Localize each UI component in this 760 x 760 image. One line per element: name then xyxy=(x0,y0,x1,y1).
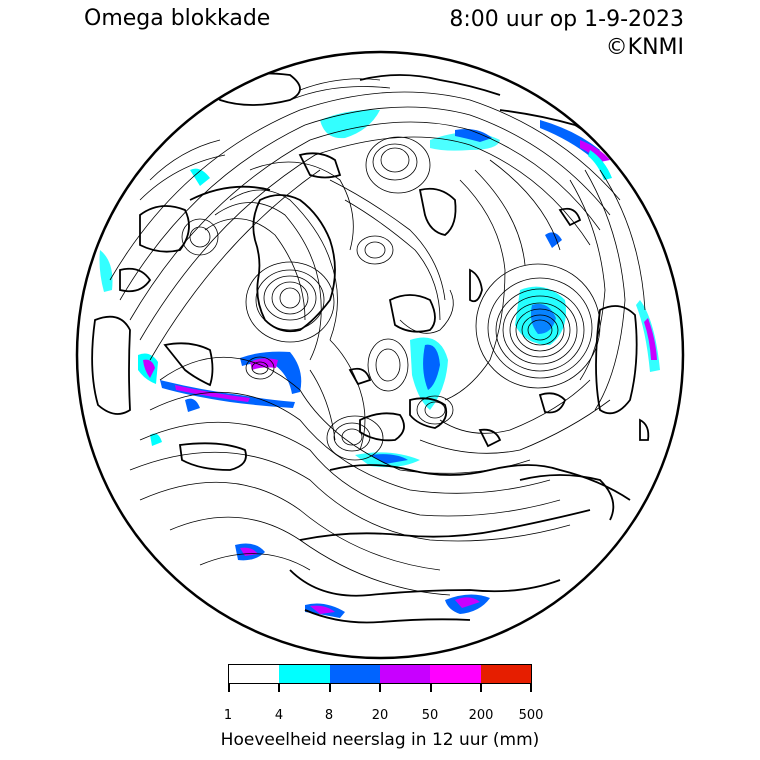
colorbar-swatch-5 xyxy=(430,665,481,683)
colorbar-tick xyxy=(329,684,331,692)
colorbar-label: 50 xyxy=(421,708,439,723)
globe-outline xyxy=(75,50,685,660)
colorbar-label: 500 xyxy=(518,708,544,723)
colorbar-tick xyxy=(430,684,432,692)
map-datetime: 8:00 uur op 1-9-2023 xyxy=(449,7,684,32)
map-content xyxy=(91,72,660,624)
colorbar-swatch-6 xyxy=(480,665,531,683)
title-right: 8:00 uur op 1-9-2023 ©KNMI xyxy=(449,6,684,62)
colorbar-label: 8 xyxy=(324,708,334,723)
colorbar-label: 1 xyxy=(223,708,233,723)
colorbar-ticks xyxy=(228,684,532,692)
coastlines xyxy=(91,72,650,624)
isobar-lines xyxy=(109,78,646,596)
globe-background xyxy=(77,52,683,658)
colorbar-tick xyxy=(228,684,230,692)
colorbar-tick xyxy=(480,684,482,692)
precip-colorbar xyxy=(228,664,532,684)
colorbar-tick xyxy=(278,684,280,692)
colorbar-label: 4 xyxy=(274,708,284,723)
colorbar-swatch-4 xyxy=(379,665,431,683)
colorbar-title: Hoeveelheid neerslag in 12 uur (mm) xyxy=(220,730,540,750)
colorbar-label: 20 xyxy=(371,708,389,723)
map-title: Omega blokkade xyxy=(84,6,271,31)
colorbar-swatch-2 xyxy=(279,665,330,683)
map-credit: ©KNMI xyxy=(605,35,684,60)
colorbar-swatch-1 xyxy=(229,665,280,683)
colorbar-label: 200 xyxy=(468,708,494,723)
colorbar-tick xyxy=(530,684,532,692)
colorbar-swatch-3 xyxy=(329,665,380,683)
colorbar-tick xyxy=(379,684,381,692)
